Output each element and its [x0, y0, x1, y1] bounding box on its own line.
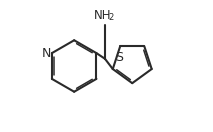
Text: S: S: [116, 51, 124, 64]
Text: N: N: [42, 47, 52, 60]
Text: NH: NH: [94, 9, 111, 22]
Text: 2: 2: [109, 13, 114, 22]
